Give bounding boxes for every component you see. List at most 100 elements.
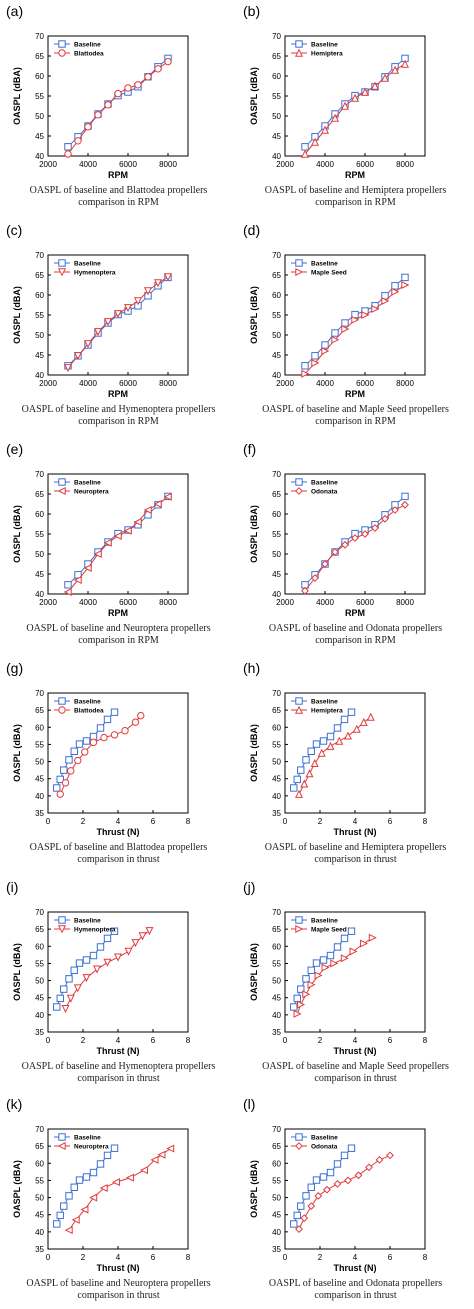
data-point — [302, 990, 311, 999]
chart-svg: 35 40 45 50 55 60 65 70 0 2 4 6 8 Thrust (N) OASPL (dB… — [249, 1125, 428, 1273]
x-tick-label: 4000 — [79, 379, 97, 388]
y-tick-label: 70 — [272, 251, 281, 260]
legend-label: Neuroptera — [74, 1144, 109, 1151]
series-baseline — [64, 273, 172, 370]
data-point — [73, 575, 82, 585]
y-tick-label: 65 — [272, 52, 281, 61]
x-tick-label: 8 — [423, 817, 428, 826]
data-point — [103, 715, 112, 724]
x-tick-label: 0 — [46, 817, 51, 826]
data-point — [53, 784, 61, 792]
x-tick-label: 6 — [388, 1253, 393, 1262]
data-point — [317, 748, 326, 757]
legend-label: Baseline — [311, 918, 338, 925]
panel-label: (i) — [6, 879, 19, 895]
data-point — [103, 318, 113, 327]
data-point — [131, 939, 140, 948]
data-point — [381, 296, 390, 306]
data-point — [323, 1185, 331, 1194]
series-variant — [301, 280, 410, 378]
caption-line: OASPL of baseline and Hemiptera propelle… — [264, 185, 447, 196]
data-point — [75, 959, 84, 967]
data-point — [75, 740, 84, 748]
chart-panel: (a) 40 45 50 55 60 65 70 2000 4000 6000 8000 RPM OASP… — [0, 0, 237, 219]
series-variant — [301, 500, 409, 595]
figure-caption: OASPL of baseline and Neuroptera propell… — [0, 623, 237, 647]
x-tick-label: 8000 — [159, 598, 177, 607]
y-axis-label: OASPL (dBA) — [249, 943, 259, 1001]
data-point — [349, 947, 358, 956]
data-point — [143, 287, 153, 296]
x-axis-label: RPM — [108, 170, 128, 180]
y-tick-label: 50 — [35, 331, 44, 340]
data-point — [360, 87, 370, 96]
data-point — [321, 346, 330, 356]
chart-panel: (j) 35 40 45 50 55 60 65 70 0 2 4 6 8 Thrust (N) OASPL … — [237, 876, 474, 1093]
data-point — [83, 340, 93, 349]
data-point — [297, 985, 305, 993]
data-point — [60, 1202, 68, 1210]
caption-line: OASPL of baseline and Hymenoptera propel… — [21, 1061, 216, 1072]
legend-marker — [57, 925, 67, 934]
y-tick-label: 50 — [272, 758, 281, 767]
data-point — [312, 1176, 321, 1184]
data-point — [157, 1150, 166, 1159]
data-point — [65, 756, 73, 764]
y-tick-label: 55 — [35, 311, 44, 320]
legend-label: Baseline — [311, 261, 338, 268]
data-point — [381, 514, 389, 523]
data-point — [80, 1205, 89, 1214]
legend-marker — [295, 40, 303, 48]
data-point — [301, 362, 309, 370]
data-point — [133, 297, 143, 306]
legend-marker — [57, 268, 67, 277]
data-point — [64, 581, 72, 589]
legend-marker — [58, 697, 66, 705]
x-tick-label: 8000 — [396, 160, 414, 169]
chart-svg: 40 45 50 55 60 65 70 2000 4000 6000 8000 RPM OASPL (… — [249, 470, 426, 618]
x-tick-label: 4 — [116, 817, 121, 826]
y-tick-label: 70 — [272, 470, 281, 479]
x-axis-label: RPM — [345, 170, 365, 180]
data-point — [307, 1183, 315, 1191]
data-point — [340, 101, 350, 110]
series-variant — [64, 57, 172, 158]
y-tick-label: 50 — [35, 550, 44, 559]
x-tick-label: 4000 — [316, 598, 334, 607]
data-point — [93, 328, 103, 337]
x-axis-label: Thrust (N) — [97, 827, 140, 837]
legend-marker — [295, 697, 303, 705]
legend-label: Baseline — [74, 1135, 101, 1142]
y-tick-label: 65 — [272, 706, 281, 715]
y-tick-label: 45 — [272, 1211, 281, 1220]
y-tick-label: 55 — [272, 1176, 281, 1185]
data-point — [354, 1171, 363, 1180]
data-point — [65, 975, 73, 983]
y-tick-label: 55 — [272, 959, 281, 968]
data-point — [61, 779, 70, 787]
data-point — [335, 736, 344, 745]
chart-panel: (d) 40 45 50 55 60 65 70 2000 4000 6000 8000 RPM OASP… — [237, 219, 474, 438]
y-tick-label: 70 — [35, 1125, 44, 1134]
data-point — [137, 711, 145, 720]
x-tick-label: 0 — [46, 1253, 51, 1262]
caption-line: comparison in thrust — [77, 1290, 160, 1301]
data-point — [297, 1202, 305, 1210]
x-tick-label: 8 — [423, 1253, 428, 1262]
data-point — [70, 747, 78, 755]
data-point — [81, 748, 89, 756]
chart-svg: 40 45 50 55 60 65 70 2000 4000 6000 8000 RPM OASPL (… — [249, 251, 426, 399]
data-point — [65, 1192, 73, 1200]
y-tick-label: 45 — [272, 351, 281, 360]
legend-label: Baseline — [74, 699, 101, 706]
x-tick-label: 4 — [353, 1253, 358, 1262]
panel-label: (k) — [6, 1096, 23, 1112]
data-point — [326, 732, 335, 741]
legend-marker — [295, 259, 303, 267]
x-tick-label: 8 — [423, 1036, 428, 1045]
series-line — [304, 58, 406, 148]
x-tick-label: 0 — [283, 817, 288, 826]
y-tick-label: 55 — [35, 740, 44, 749]
data-point — [99, 1183, 108, 1192]
data-point — [401, 500, 409, 509]
